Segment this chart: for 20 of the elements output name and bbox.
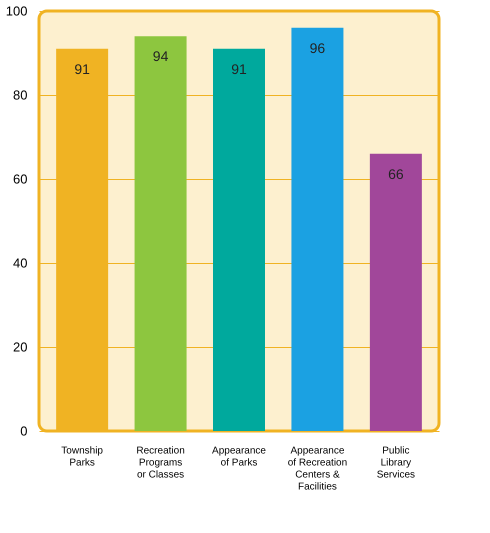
bar — [213, 48, 265, 431]
data-label: 66 — [388, 166, 404, 182]
y-tick-label: 40 — [13, 256, 28, 270]
y-tick-label: 80 — [13, 88, 28, 102]
y-tick-label: 60 — [13, 172, 28, 186]
x-tick-label: Appearance of Recreation Centers & Facilities — [288, 446, 348, 492]
bar — [291, 28, 344, 431]
y-tick-label: 100 — [6, 4, 28, 18]
bar — [134, 36, 187, 431]
x-tick-label: Public Library Services — [376, 446, 416, 480]
data-label: 91 — [231, 60, 247, 77]
data-label: 96 — [310, 40, 326, 56]
bar — [370, 154, 422, 431]
x-tick-label: Recreation Programs or Classes — [136, 446, 185, 480]
x-tick-label: Appearance of Parks — [212, 446, 266, 468]
x-tick-label: Township Parks — [61, 446, 104, 468]
data-label: 94 — [152, 48, 169, 64]
data-label: 91 — [74, 60, 90, 77]
y-tick-label: 20 — [13, 340, 28, 354]
y-tick-label: 0 — [20, 424, 28, 438]
